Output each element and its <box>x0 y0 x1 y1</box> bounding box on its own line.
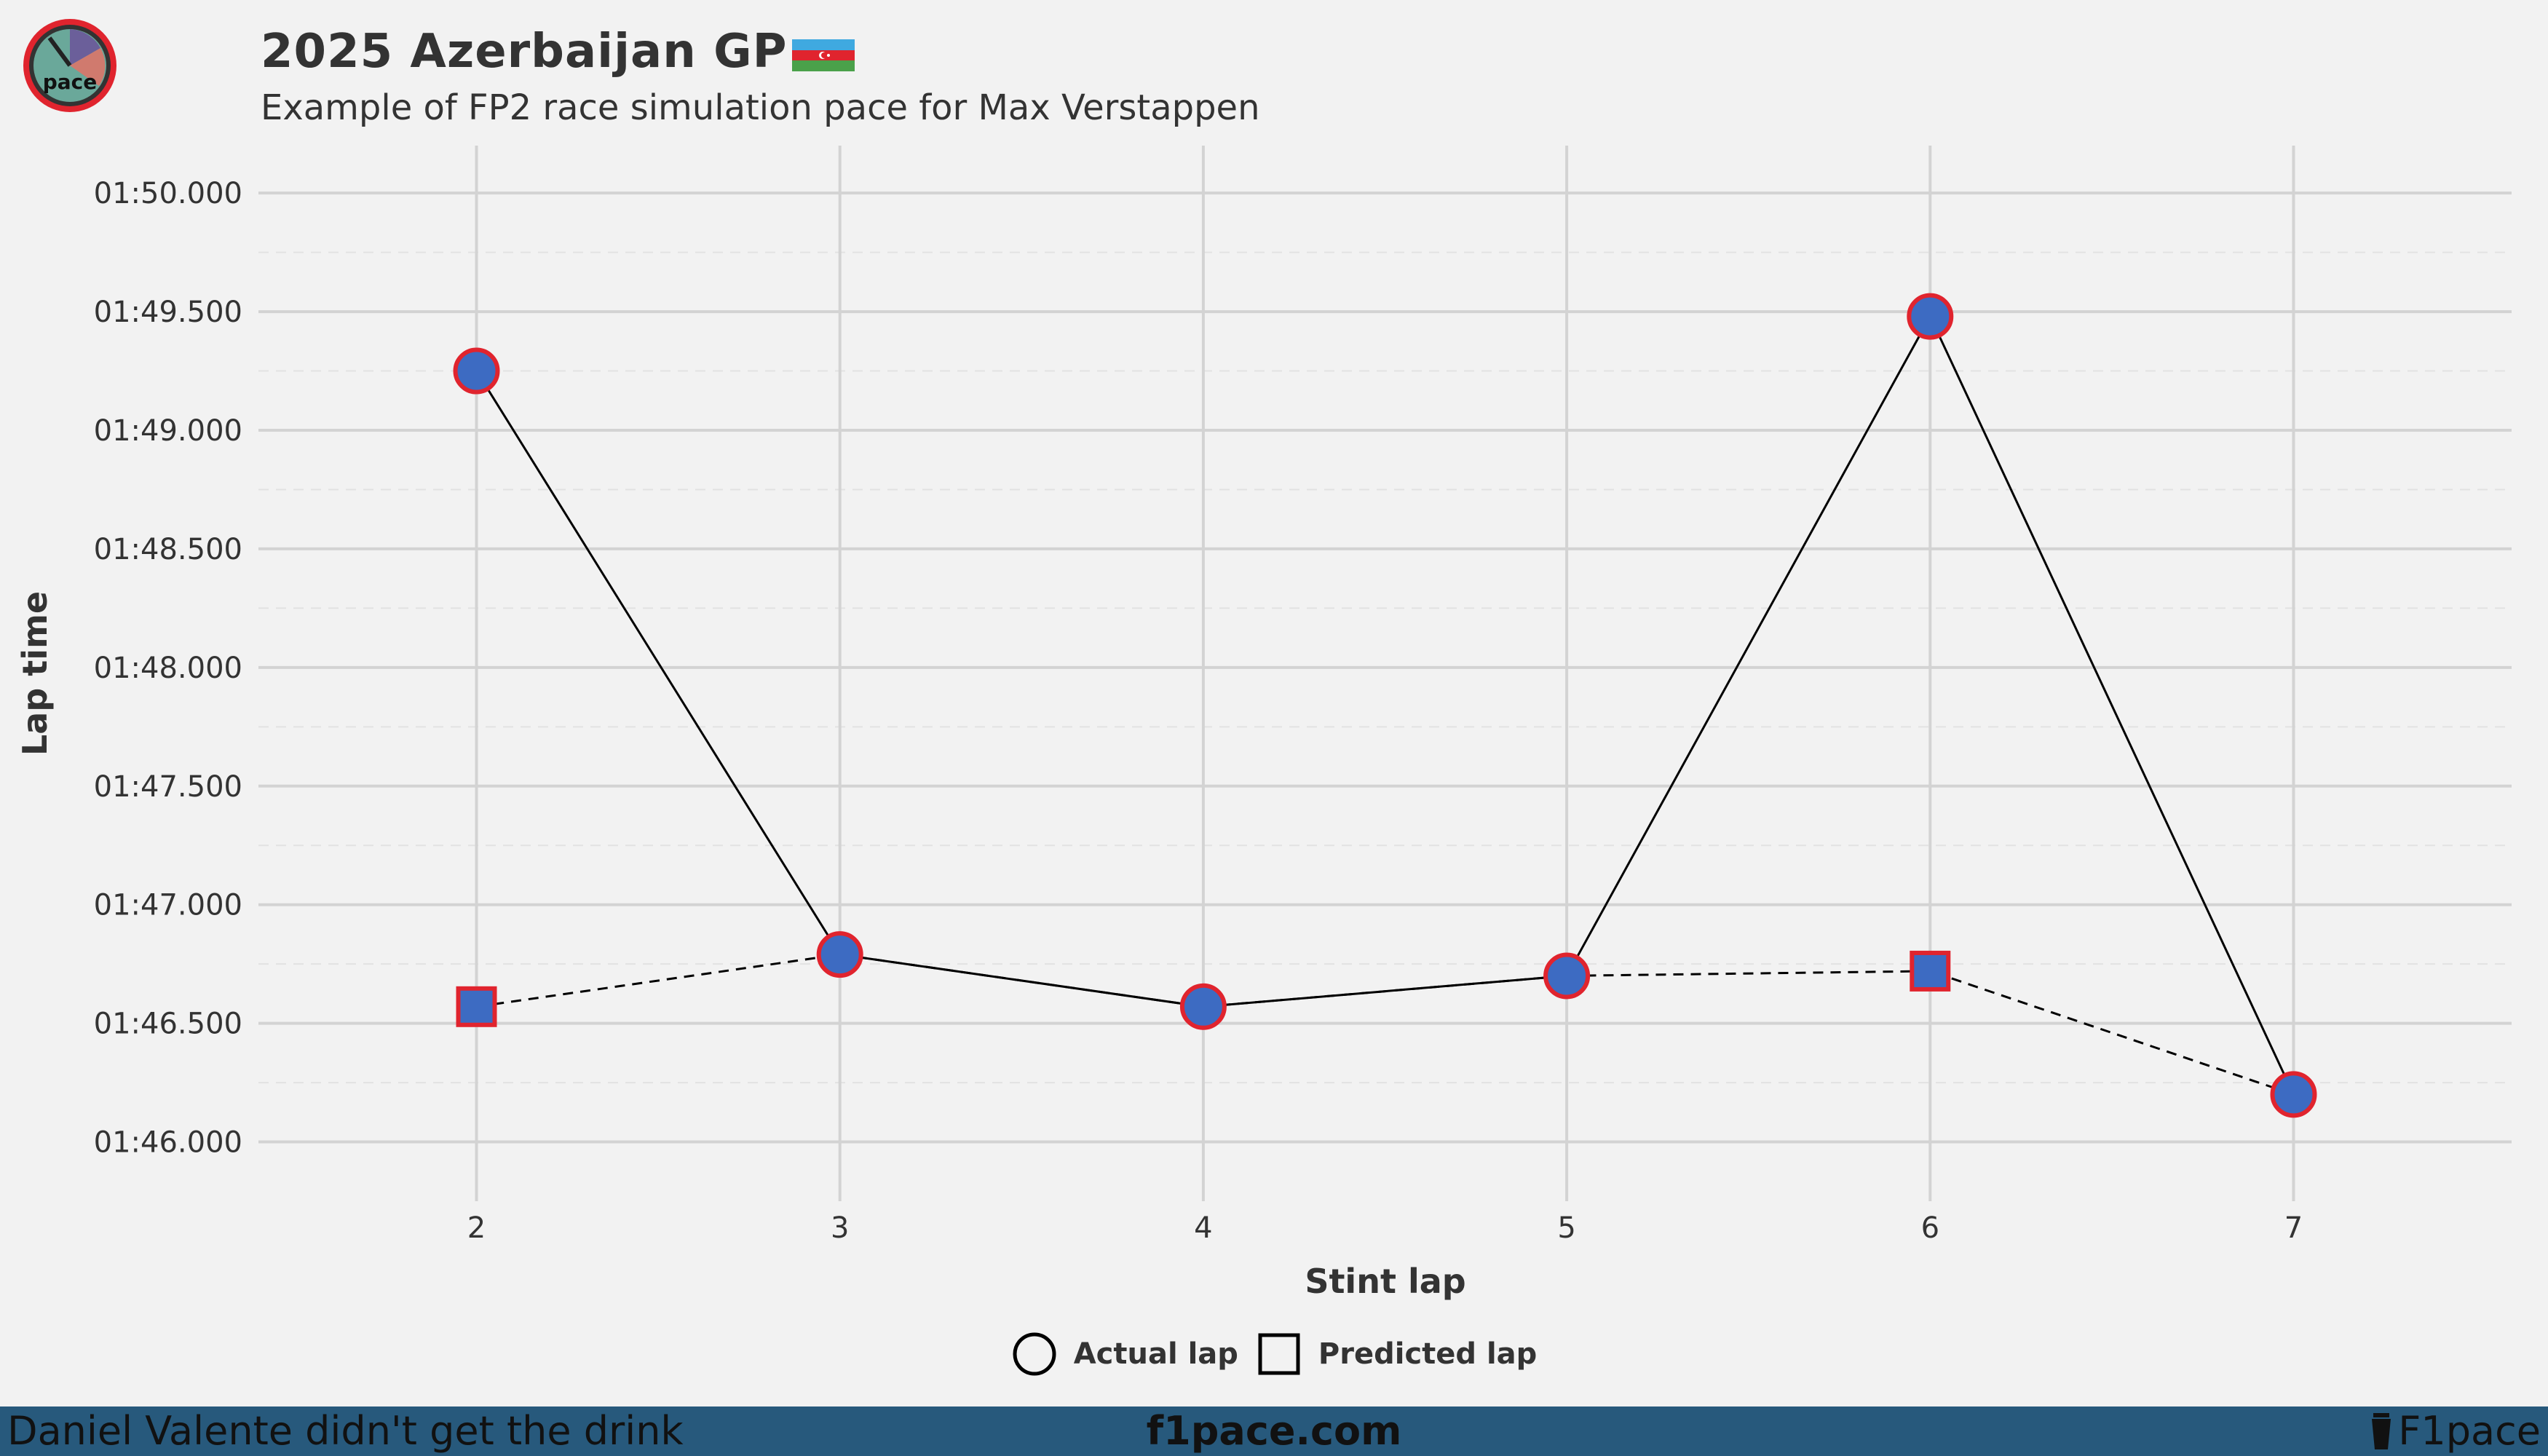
legend-label-actual: Actual lap <box>1073 1337 1238 1371</box>
actual-lap-marker <box>453 347 500 395</box>
chart-legend: Actual lap Predicted lap <box>0 1325 2548 1383</box>
actual-lap-line <box>475 314 2295 1096</box>
actual-lap-marker <box>1543 952 1591 1000</box>
square-marker-icon <box>1258 1333 1300 1375</box>
y-tick-label: 01:48.000 <box>94 652 242 685</box>
actual-lap-marker <box>1179 983 1227 1030</box>
actual-lap-marker <box>2270 1071 2317 1118</box>
legend-label-predicted: Predicted lap <box>1318 1337 1538 1371</box>
y-tick-label: 01:49.000 <box>94 414 242 448</box>
f1pace-logo: pace <box>23 19 116 112</box>
predicted-lap-line <box>476 953 2294 1096</box>
chart-title: 2025 Azerbaijan GP <box>261 25 788 79</box>
footer-brand-text: F1pace <box>2398 1408 2541 1454</box>
y-axis-label: Lap time <box>15 591 55 756</box>
y-tick-label: 01:47.000 <box>94 889 242 922</box>
x-tick-label: 3 <box>831 1211 849 1245</box>
footer-bar: Daniel Valente didn't get the drink f1pa… <box>0 1406 2548 1456</box>
y-tick-label: 01:49.500 <box>94 296 242 329</box>
legend-item-predicted: Predicted lap <box>1256 1331 1537 1377</box>
predicted-lap-marker <box>456 986 497 1027</box>
actual-lap-marker <box>1907 293 1954 340</box>
x-tick-label: 7 <box>2284 1211 2303 1245</box>
x-tick-label: 4 <box>1194 1211 1212 1245</box>
circle-marker-icon <box>1013 1332 1056 1376</box>
predicted-lap-marker <box>1910 950 1951 992</box>
actual-lap-marker <box>816 931 863 978</box>
y-tick-label: 01:48.500 <box>94 533 242 566</box>
x-axis-label: Stint lap <box>1305 1262 1465 1301</box>
footer-brand: F1pace <box>2369 1408 2541 1454</box>
legend-item-actual: Actual lap <box>1011 1331 1238 1377</box>
footer-website-link[interactable]: f1pace.com <box>1146 1408 1402 1454</box>
grid-lines <box>258 146 2512 1201</box>
series <box>453 293 2317 1118</box>
azerbaijan-flag-icon <box>792 39 855 71</box>
x-tick-label: 5 <box>1557 1211 1575 1245</box>
drink-cup-icon <box>2372 1412 2391 1449</box>
axes: 01:46.000 01:46.500 01:47.000 01:47.500 01:4… <box>94 177 2303 1245</box>
footer-credit: Daniel Valente didn't get the drink <box>7 1408 684 1454</box>
y-tick-label: 01:46.000 <box>94 1126 242 1160</box>
logo-text: pace <box>43 70 98 94</box>
x-tick-label: 2 <box>467 1211 486 1245</box>
y-tick-label: 01:50.000 <box>94 177 242 210</box>
y-tick-label: 01:46.500 <box>94 1008 242 1041</box>
x-tick-label: 6 <box>1921 1211 1939 1245</box>
chart-subtitle: Example of FP2 race simulation pace for … <box>261 87 1260 128</box>
y-tick-label: 01:47.500 <box>94 770 242 804</box>
